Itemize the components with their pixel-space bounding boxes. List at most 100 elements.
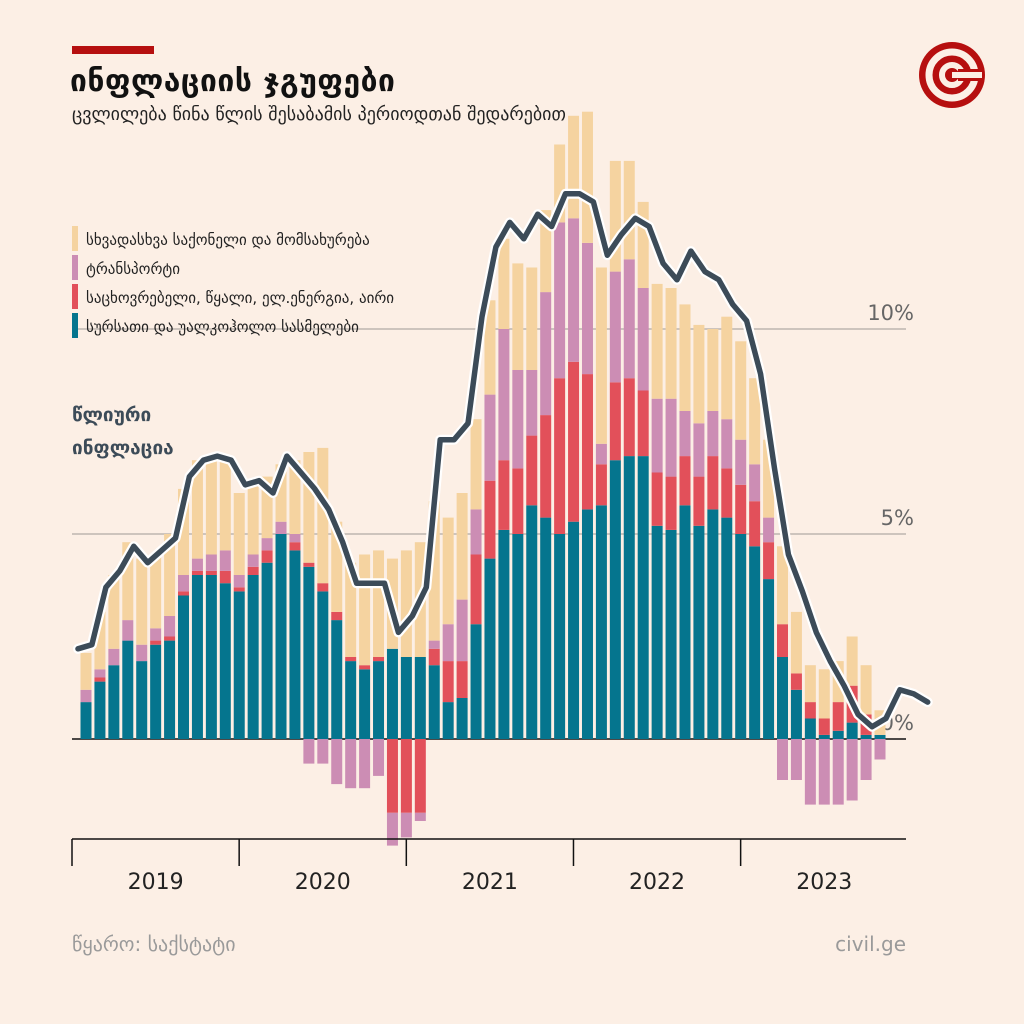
- bar-transport: [484, 394, 496, 481]
- bar-food: [595, 505, 607, 739]
- bar-transport: [874, 739, 886, 760]
- bar-food: [846, 722, 858, 739]
- bar-utilities: [400, 739, 412, 813]
- bar-other: [846, 636, 858, 686]
- bar-utilities: [679, 456, 691, 506]
- bar-utilities: [94, 677, 106, 682]
- x-year-label: 2023: [796, 870, 852, 895]
- annual-inflation-line: [73, 188, 933, 732]
- bar-food: [400, 657, 412, 739]
- bar-food: [219, 583, 231, 739]
- bar-other: [191, 460, 203, 559]
- bar-transport: [818, 739, 830, 805]
- bar-utilities: [623, 378, 635, 457]
- bar-transport: [777, 739, 788, 780]
- bar-transport: [275, 521, 287, 534]
- bar-utilities: [150, 640, 162, 645]
- bar-utilities: [373, 657, 385, 662]
- bar-food: [470, 624, 482, 739]
- bar-other: [721, 316, 733, 420]
- bar-utilities: [247, 566, 259, 575]
- y-tick-label: 5%: [881, 506, 914, 530]
- bar-transport: [540, 292, 552, 416]
- bar-utilities: [568, 361, 580, 522]
- bar-food: [303, 566, 315, 739]
- bar-other: [456, 493, 468, 600]
- bar-transport: [345, 739, 357, 789]
- stacked-bars: [80, 111, 886, 846]
- bar-utilities: [512, 468, 524, 534]
- bar-food: [735, 534, 747, 739]
- bar-other: [373, 550, 385, 657]
- bar-other: [219, 460, 231, 551]
- bar-other: [178, 488, 190, 575]
- bar-other: [275, 464, 287, 522]
- bar-food: [609, 460, 621, 739]
- legend-label: ტრანსპორტი: [86, 260, 180, 278]
- bar-food: [428, 665, 440, 739]
- bar-utilities: [470, 554, 482, 625]
- bar-other: [637, 201, 649, 288]
- bar-utilities: [345, 657, 357, 662]
- bar-utilities: [832, 702, 844, 731]
- bar-food: [763, 579, 775, 739]
- civil-logo-icon[interactable]: [916, 39, 988, 111]
- bar-transport: [136, 644, 148, 662]
- bar-other: [289, 460, 301, 534]
- bar-other: [623, 160, 635, 260]
- bar-other: [108, 575, 120, 649]
- bar-transport: [860, 739, 872, 780]
- bar-other: [665, 288, 677, 399]
- bar-transport: [386, 812, 398, 846]
- bar-other: [261, 476, 273, 539]
- bar-food: [178, 595, 190, 739]
- bar-transport: [108, 648, 120, 666]
- bar-food: [749, 546, 761, 739]
- bar-transport: [651, 398, 663, 473]
- bar-other: [345, 562, 357, 657]
- bar-transport: [707, 411, 719, 457]
- bar-other: [749, 378, 761, 465]
- bar-other: [484, 300, 496, 395]
- bar-transport: [178, 575, 190, 592]
- bar-utilities: [763, 542, 775, 580]
- bar-transport: [595, 443, 607, 465]
- bar-other: [428, 501, 440, 641]
- bar-food: [721, 517, 733, 739]
- bar-food: [874, 734, 886, 739]
- bar-transport: [763, 517, 775, 543]
- bar-other: [860, 665, 872, 715]
- bar-other: [707, 329, 719, 411]
- bar-transport: [581, 242, 593, 375]
- bar-food: [136, 661, 148, 739]
- bar-food: [790, 689, 802, 739]
- bar-food: [108, 665, 120, 739]
- bar-transport: [554, 222, 566, 379]
- bar-transport: [317, 739, 329, 764]
- bar-utilities: [414, 739, 426, 813]
- bar-other: [651, 283, 663, 399]
- bar-food: [679, 505, 691, 739]
- bar-utilities: [540, 415, 552, 518]
- bar-transport: [442, 624, 454, 662]
- bar-transport: [428, 640, 440, 649]
- bar-transport: [526, 370, 538, 436]
- bar-utilities: [442, 661, 454, 703]
- bar-food: [331, 620, 343, 739]
- bar-other: [164, 534, 176, 616]
- bar-transport: [693, 423, 705, 477]
- bar-other: [400, 550, 412, 657]
- bar-utilities: [164, 636, 176, 641]
- bar-transport: [331, 739, 343, 785]
- bar-other: [247, 480, 259, 555]
- bar-utilities: [804, 702, 816, 719]
- bar-other: [512, 263, 524, 370]
- brand-label[interactable]: civil.ge: [835, 932, 906, 956]
- bar-other: [818, 669, 830, 719]
- bar-other: [442, 517, 454, 625]
- bar-transport: [735, 439, 747, 485]
- bar-food: [581, 509, 593, 739]
- legend-label: სხვადასხვა საქონელი და მომსახურება: [86, 231, 370, 249]
- bar-food: [484, 558, 496, 739]
- bar-utilities: [191, 570, 203, 575]
